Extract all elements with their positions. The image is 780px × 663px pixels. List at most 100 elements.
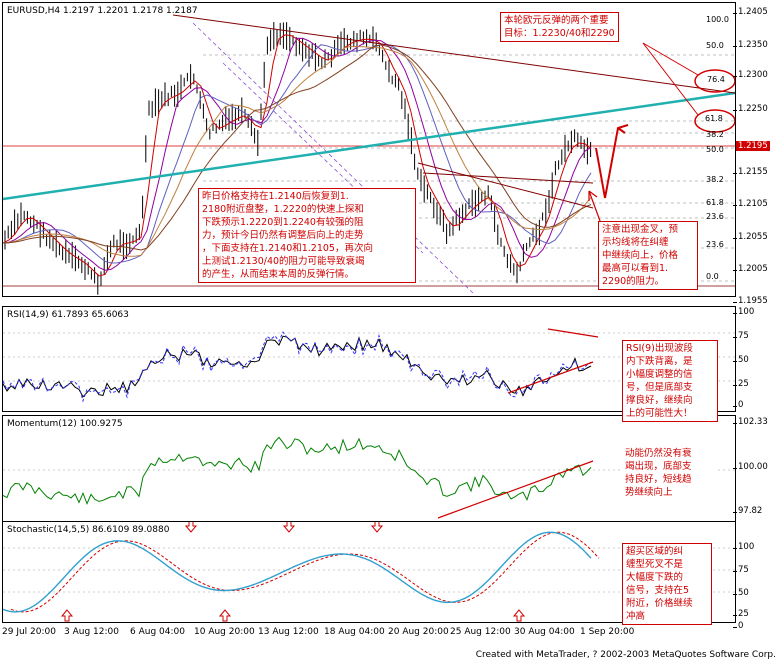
moving-average-line bbox=[3, 44, 592, 264]
moving-average-line bbox=[3, 45, 592, 257]
rsi-tick: 100 bbox=[732, 307, 755, 317]
pointer-line bbox=[642, 42, 699, 116]
x-tick: 30 Aug 04:00 bbox=[514, 627, 575, 637]
pointer-line bbox=[642, 42, 699, 76]
stoch-tick: 25 bbox=[733, 609, 749, 619]
momentum-tick: 100.00 bbox=[733, 462, 768, 472]
x-tick: 3 Aug 12:00 bbox=[64, 627, 119, 637]
stoch-tick: 100 bbox=[732, 542, 755, 552]
rsi-label: RSI(14,9) bbox=[7, 310, 49, 320]
circle-target-61 bbox=[694, 109, 735, 133]
golden-cross-note: 注意出现金叉，预 示均线将在纠缠 中继续向上，价格 最高可以看到1. 2290的… bbox=[598, 221, 698, 290]
x-tick: 25 Aug 12:00 bbox=[450, 627, 511, 637]
stoch-tick: 50 bbox=[733, 588, 749, 598]
x-tick: 1 Sep 20:00 bbox=[580, 627, 635, 637]
x-tick: 29 Jul 20:00 bbox=[2, 627, 56, 637]
signal-arrow-icon bbox=[218, 609, 232, 622]
rsi-tick: 0 bbox=[732, 400, 744, 410]
momentum-chart bbox=[3, 436, 735, 519]
fib-61-8-lower: 61.8 bbox=[706, 198, 724, 207]
rsi-note: RSI(9)出现波段 内下跌背离，是 小幅度调整的信 号，但是底部支 撑良好，继… bbox=[622, 340, 718, 422]
rsi-value-1: 61.7893 bbox=[51, 310, 89, 320]
rsi-line bbox=[3, 335, 592, 398]
rsi-chart bbox=[3, 328, 735, 403]
rsi-tick: 25 bbox=[733, 379, 749, 389]
y-tick: 1.2105 bbox=[733, 199, 768, 209]
fib-fan-line bbox=[222, 62, 424, 254]
trendline-resistance bbox=[172, 14, 735, 94]
moving-average-line bbox=[3, 44, 592, 251]
x-tick: 20 Aug 20:00 bbox=[388, 627, 449, 637]
target-note: 本轮欧元反弹的两个重要 目标：1.2230/40和2290 bbox=[500, 12, 619, 42]
stoch-tick: 75 bbox=[733, 565, 749, 575]
stoch-label: Stochastic(14,5,5) bbox=[7, 525, 90, 535]
momentum-header: Momentum(12) 100.9275 bbox=[7, 419, 123, 429]
symbol-label: EURUSD,H4 bbox=[7, 6, 61, 16]
y-tick: 1.2350 bbox=[733, 40, 768, 50]
fib-76-4: 76.4 bbox=[707, 75, 725, 84]
footer-credit: Created with MetaTrader, ? 2002-2003 Met… bbox=[475, 650, 776, 660]
symbol-header: EURUSD,H4 1.2197 1.2201 1.2178 1.2187 bbox=[7, 6, 198, 16]
fib-38-2-lower: 38.2 bbox=[706, 175, 724, 184]
rsi-divergence-line bbox=[547, 328, 599, 338]
stoch-tick: 0 bbox=[732, 621, 744, 631]
fib-50-lower: 50.0 bbox=[706, 145, 724, 154]
signal-arrow-icon bbox=[60, 609, 74, 622]
y-tick: 1.1955 bbox=[733, 296, 768, 306]
rsi-value-2: 65.6063 bbox=[91, 310, 129, 320]
x-tick: 6 Aug 04:00 bbox=[130, 627, 185, 637]
fib-61-8: 61.8 bbox=[705, 114, 723, 123]
circle-target-76 bbox=[694, 69, 735, 93]
stoch-note: 超买区域的纠 缠型死叉不是 大幅度下跌的 信号，支持在5 附近，价格继续 冲高 bbox=[622, 543, 712, 625]
rsi-pane[interactable]: RSI(14,9) 61.7893 65.6063 bbox=[2, 306, 736, 412]
momentum-tick: 102.33 bbox=[733, 417, 768, 427]
fib-50-upper: 50.0 bbox=[706, 41, 724, 50]
rsi-support-line bbox=[507, 361, 594, 394]
signal-arrow-icon bbox=[512, 609, 526, 622]
y-tick: 1.2300 bbox=[733, 70, 768, 80]
fib-38-2-upper: 38.2 bbox=[706, 130, 724, 139]
time-axis: 29 Jul 20:00 3 Aug 12:00 6 Aug 04:00 10 … bbox=[2, 623, 736, 641]
price-axis: 1.2405 1.2350 1.2300 1.2250 1.2155 1.210… bbox=[732, 0, 780, 663]
x-tick: 10 Aug 20:00 bbox=[194, 627, 255, 637]
trendline-channel bbox=[417, 162, 594, 209]
trendline-channel bbox=[422, 172, 594, 184]
momentum-support-line bbox=[437, 460, 594, 519]
stoch-value-2: 89.0880 bbox=[132, 525, 170, 535]
y-tick: 1.2005 bbox=[733, 264, 768, 274]
rsi-tick: 50 bbox=[733, 355, 749, 365]
y-tick: 1.2250 bbox=[733, 104, 768, 114]
momentum-value: 100.9275 bbox=[79, 419, 123, 429]
ohlc-values: 1.2197 1.2201 1.2178 1.2187 bbox=[63, 6, 198, 16]
momentum-line bbox=[3, 436, 592, 506]
fib-23-6-lower: 23.6 bbox=[706, 240, 724, 249]
stoch-header: Stochastic(14,5,5) 86.6109 89.0880 bbox=[7, 525, 169, 535]
price-chart bbox=[3, 14, 735, 295]
y-tick: 1.2155 bbox=[733, 167, 768, 177]
stochastic-pane[interactable]: Stochastic(14,5,5) 86.6109 89.0880 bbox=[2, 521, 736, 623]
y-tick: 1.2055 bbox=[733, 232, 768, 242]
forecast-arrow bbox=[595, 124, 629, 199]
fib-fan-line bbox=[192, 22, 474, 294]
signal-arrow-icon bbox=[370, 522, 384, 533]
current-price-tag: 1.2195 bbox=[736, 141, 770, 151]
fib-0: 0.0 bbox=[706, 272, 719, 281]
signal-arrow-icon bbox=[282, 522, 296, 533]
stoch-value-1: 86.6109 bbox=[92, 525, 130, 535]
trendline-support bbox=[3, 91, 735, 201]
analysis-note: 昨日价格支持在1.2140后恢复到1. 2180附近盘整，1.2220的快速上探… bbox=[198, 188, 416, 283]
y-tick: 1.2405 bbox=[733, 7, 768, 17]
x-tick: 18 Aug 04:00 bbox=[324, 627, 385, 637]
stoch-signal-line bbox=[10, 531, 600, 613]
fib-100: 100.0 bbox=[706, 15, 729, 24]
rsi-tick: 75 bbox=[733, 331, 749, 341]
signal-arrow-icon bbox=[184, 522, 198, 533]
momentum-tick: 97.82 bbox=[732, 506, 763, 516]
momentum-note: 动能仍然没有衰 竭出现，底部支 持良好，短线趋 势继续向上 bbox=[622, 446, 718, 500]
stochastic-chart bbox=[3, 522, 735, 622]
fib-23-6-upper: 23.6 bbox=[706, 212, 724, 221]
momentum-label: Momentum(12) bbox=[7, 419, 77, 429]
stoch-main-line bbox=[3, 531, 592, 613]
x-tick: 13 Aug 12:00 bbox=[258, 627, 319, 637]
rsi-header: RSI(14,9) 61.7893 65.6063 bbox=[7, 310, 129, 320]
